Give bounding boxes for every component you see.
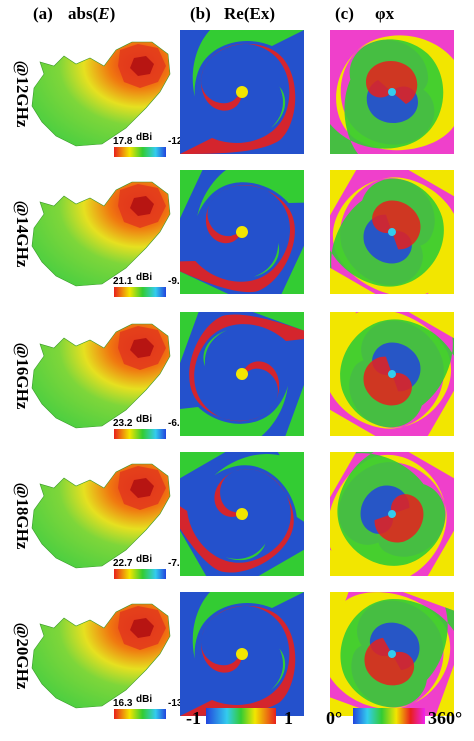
panel-c-letter: (c)	[335, 4, 354, 23]
colorbar-min-label: -6.8	[168, 418, 186, 429]
re-ex-field-map	[180, 592, 304, 716]
re-scale-min: -1	[186, 708, 201, 728]
phase-scale-max: 360°	[428, 708, 463, 728]
magnitude-colorbar	[114, 569, 166, 579]
magnitude-colorbar	[114, 429, 166, 439]
colorbar-max-label: 21.1	[113, 276, 133, 287]
colorbar-unit-label: dBi	[136, 694, 153, 705]
magnitude-colorbar	[114, 287, 166, 297]
re-ex-field-map	[180, 452, 304, 576]
freq-row: @12GHz 17.8 dBi -12.2	[0, 28, 474, 164]
colorbar-unit-label: dBi	[136, 132, 153, 143]
colorbar-unit-label: dBi	[136, 272, 153, 283]
colorbar-max-label: 22.7	[113, 558, 133, 569]
magnitude-colorbar	[114, 709, 166, 719]
phase-field-map	[330, 312, 454, 436]
colorbar-unit-label: dBi	[136, 414, 153, 425]
panel-b-letter: (b)	[190, 4, 211, 23]
radiation-pattern-3d	[31, 323, 171, 429]
re-ex-field-map	[180, 30, 304, 154]
phase-colorbar	[353, 708, 425, 724]
phase-field-map	[330, 170, 454, 294]
re-colorbar	[206, 708, 276, 724]
phase-field-map	[330, 30, 454, 154]
colorbar-max-label: 17.8	[113, 136, 133, 147]
colorbar-min-label: -12.2	[168, 136, 191, 147]
re-ex-field-map	[180, 312, 304, 436]
phase-field-map	[330, 452, 454, 576]
freq-row: @18GHz 22.7 dBi -7.3	[0, 450, 474, 586]
panel-a-title: abs(E)	[68, 4, 116, 23]
freq-row: @20GHz 16.3 dBi -13.7	[0, 590, 474, 726]
colorbar-max-label: 23.2	[113, 418, 133, 429]
re-scale-max: 1	[284, 708, 293, 728]
radiation-pattern-3d	[31, 181, 171, 287]
phase-scale-min: 0°	[326, 708, 343, 728]
radiation-pattern-3d	[31, 463, 171, 569]
radiation-pattern-3d	[31, 603, 171, 709]
magnitude-colorbar	[114, 147, 166, 157]
colorbar-unit-label: dBi	[136, 554, 153, 565]
colorbar-min-label: -7.3	[168, 558, 186, 569]
colorbar-max-label: 16.3	[113, 698, 133, 709]
freq-row: @14GHz 21.1 dBi -9.9	[0, 168, 474, 304]
radiation-pattern-3d	[31, 41, 171, 147]
freq-row: @16GHz 23.2 dBi -6.8	[0, 310, 474, 446]
panel-b-title: Re(Ex)	[224, 4, 275, 23]
colorbar-min-label: -9.9	[168, 276, 186, 287]
re-ex-field-map	[180, 170, 304, 294]
panel-c-title: φx	[375, 4, 395, 23]
panel-a-letter: (a)	[33, 4, 53, 23]
phase-field-map	[330, 592, 454, 716]
colorbar-min-label: -13.7	[168, 698, 191, 709]
